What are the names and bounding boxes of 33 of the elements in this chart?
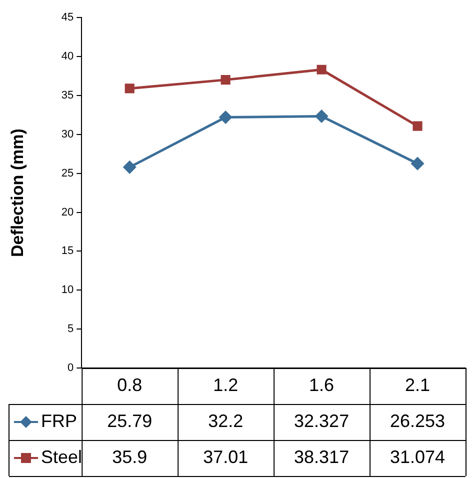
point [411, 157, 424, 170]
x-tick-label: 1.6 [309, 374, 334, 395]
data-label: 25.79 [107, 410, 152, 431]
legend-label: FRP [41, 410, 77, 431]
y-tick-label: 45 [61, 12, 74, 24]
data-label: 31.074 [390, 446, 446, 467]
legend-label: Steel [41, 446, 82, 467]
x-tick-label: 2.1 [405, 374, 430, 395]
point [412, 121, 422, 131]
x-tick-label: 1.2 [213, 374, 238, 395]
x-tick-label: 0.8 [117, 374, 142, 395]
y-tick-label: 35 [61, 90, 74, 102]
data-label: 32.2 [208, 410, 244, 431]
point [219, 111, 232, 124]
point [124, 84, 134, 94]
y-tick-label: 15 [61, 245, 74, 258]
data-label: 37.01 [203, 446, 248, 467]
point [123, 160, 136, 174]
y-tick-label: 25 [61, 167, 74, 180]
data-label: 38.317 [294, 446, 350, 467]
data-label: 32.327 [294, 410, 350, 431]
data-label: 26.253 [390, 410, 446, 431]
y-tick-label: 10 [61, 284, 74, 296]
y-axis-title: Deflection (mm) [8, 128, 27, 258]
point [315, 110, 328, 123]
y-tick-label: 30 [61, 128, 74, 140]
y-tick-label: 5 [68, 323, 74, 336]
y-tick-label: 20 [61, 206, 74, 218]
point [316, 64, 326, 74]
point [220, 75, 230, 85]
y-tick-label: 0 [68, 362, 74, 374]
y-tick-label: 40 [61, 50, 74, 63]
data-label: 35.9 [112, 446, 148, 467]
